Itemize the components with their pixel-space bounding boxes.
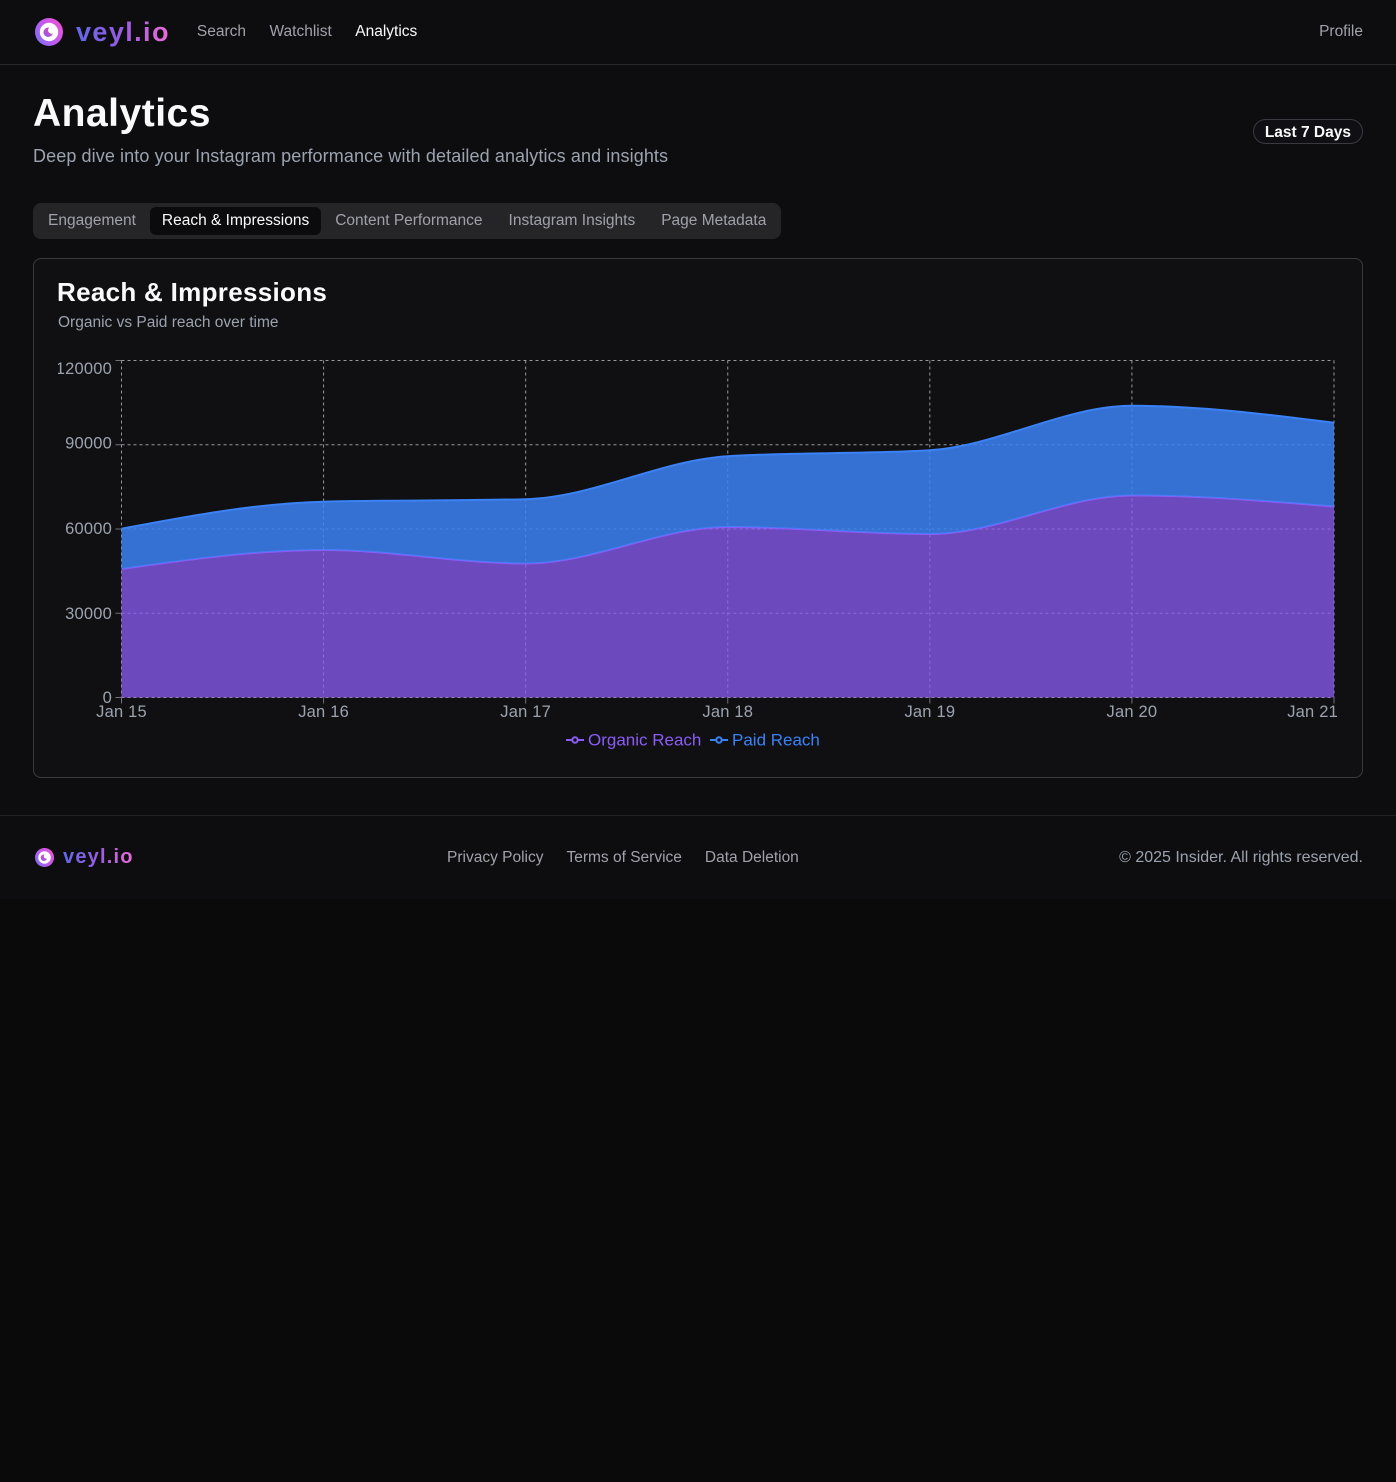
- svg-text:Organic Reach: Organic Reach: [588, 731, 701, 750]
- svg-text:Paid Reach: Paid Reach: [732, 731, 820, 750]
- svg-text:90000: 90000: [65, 435, 112, 453]
- svg-text:Jan 17: Jan 17: [500, 703, 551, 721]
- svg-text:0: 0: [103, 689, 112, 707]
- svg-text:Jan 20: Jan 20: [1107, 703, 1158, 721]
- svg-text:60000: 60000: [65, 520, 112, 538]
- svg-text:Jan 15: Jan 15: [96, 703, 147, 721]
- svg-text:Jan 19: Jan 19: [904, 703, 955, 721]
- svg-text:Jan 21: Jan 21: [1287, 703, 1338, 721]
- svg-text:Jan 16: Jan 16: [298, 703, 349, 721]
- svg-text:30000: 30000: [65, 605, 112, 623]
- svg-text:Jan 18: Jan 18: [702, 703, 753, 721]
- svg-text:120000: 120000: [58, 360, 112, 378]
